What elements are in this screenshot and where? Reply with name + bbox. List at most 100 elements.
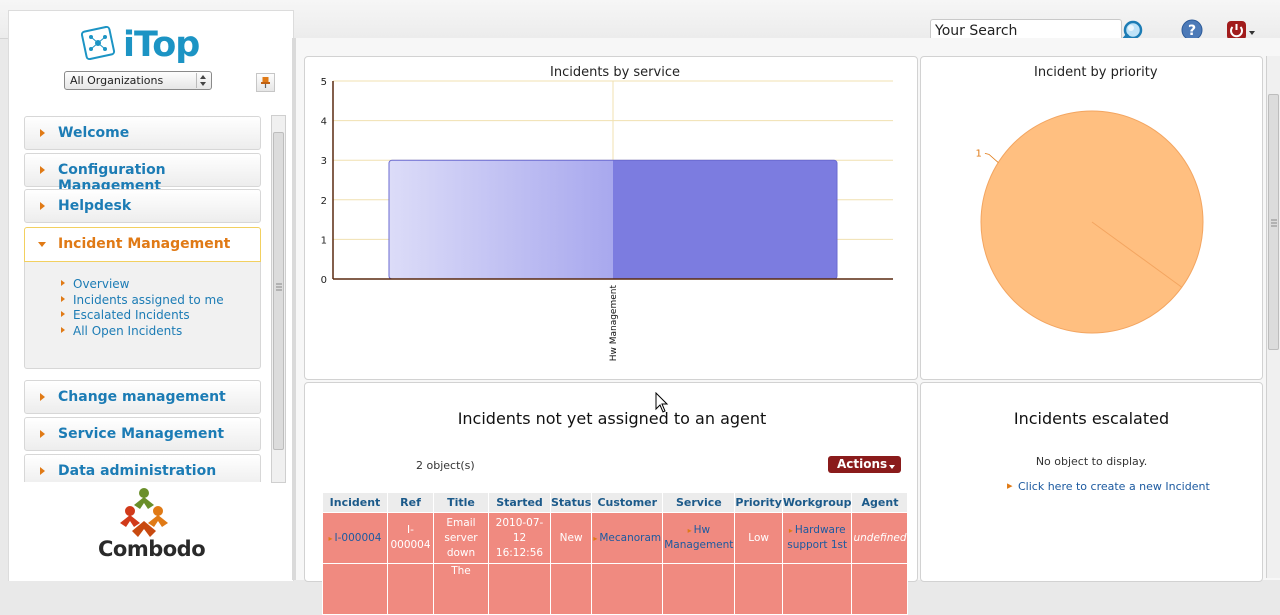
create-incident-link[interactable]: Click here to create a new Incident	[1018, 480, 1210, 493]
column-header[interactable]: Agent	[851, 492, 909, 513]
link-bullet-icon: ▸	[593, 533, 598, 543]
cell-workgroup: ▸ Hardware support 1st	[781, 512, 853, 564]
menu-arrow-down-icon	[38, 242, 46, 247]
power-icon[interactable]	[1226, 19, 1258, 43]
link-bullet-icon: ▸	[328, 533, 333, 543]
menu-configuration-management[interactable]: Configuration Management	[24, 153, 261, 194]
submenu-incidents-assigned-to-me[interactable]: Incidents assigned to me	[73, 293, 224, 307]
menu-service-management[interactable]: Service Management	[24, 417, 261, 451]
menu-arrow-icon	[40, 129, 45, 137]
dashlet-incident-by-priority: Incident by priority 1	[920, 56, 1263, 380]
link-bullet-icon: ▸	[687, 526, 692, 535]
y-tick-label: 4	[321, 117, 327, 128]
bullet-icon	[61, 311, 65, 317]
column-header[interactable]: Priority	[734, 492, 783, 513]
column-header[interactable]: Status	[549, 492, 593, 513]
column-header[interactable]: Customer	[591, 492, 664, 513]
cell-incident: ▸ I-000004	[322, 512, 388, 564]
column-header[interactable]: Ref	[387, 492, 434, 513]
dashlet-title: Incidents not yet assigned to an agent	[457, 409, 767, 428]
bullet-icon	[61, 296, 65, 302]
cell-started: 2010-07-12 16:12:56	[488, 512, 551, 564]
actions-label: Actions	[837, 457, 888, 471]
menu-change-management[interactable]: Change management	[24, 380, 261, 414]
bar-chart: 0 1 2 3 4 5 Hw Management	[321, 77, 893, 362]
column-header[interactable]: Title	[433, 492, 489, 513]
menu-incident-management[interactable]: Incident Management	[24, 227, 261, 262]
grip-icon	[276, 283, 282, 291]
cell-customer: ▸ Mecanoram	[591, 512, 664, 564]
link-bullet-icon: ▸	[788, 526, 793, 535]
combodo-logo-text: Combodo	[98, 537, 206, 561]
column-header[interactable]: Workgroup	[781, 492, 853, 513]
cell-ref: I-000004	[387, 512, 434, 564]
search-input[interactable]	[931, 20, 1117, 42]
chart-title: Incidents by service	[550, 65, 680, 80]
pie-label-leader	[984, 152, 999, 163]
pie-slice-edge	[1091, 221, 1183, 288]
dashlet-incidents-by-service: Incidents by service 0 1 2 3 4 5 Hw Management	[304, 56, 918, 380]
main-scrollbar-thumb[interactable]	[1268, 94, 1279, 350]
menu-label: Helpdesk	[58, 198, 132, 214]
updown-arrow-icon	[196, 73, 209, 88]
itop-logo-text: iTop	[123, 25, 200, 65]
svg-text:?: ?	[1188, 23, 1196, 39]
combodo-logo[interactable]: Combodo	[94, 487, 206, 572]
pin-icon[interactable]	[256, 73, 275, 92]
incident-link[interactable]: I-000004	[334, 531, 382, 544]
customer-link[interactable]: Mecanoram	[599, 531, 662, 544]
chart-title: Incident by priority	[1034, 65, 1158, 80]
y-tick-label: 1	[321, 235, 327, 246]
workgroup-link[interactable]: Hardware support 1st	[787, 524, 848, 551]
caret-down-icon	[889, 465, 895, 469]
menu-data-administration[interactable]: Data administration	[24, 454, 261, 482]
bullet-icon	[61, 327, 65, 333]
cell-priority	[734, 563, 783, 615]
menu-scrollbar-thumb[interactable]	[273, 132, 284, 450]
cell-agent: undefined	[851, 512, 909, 564]
x-tick-label: Hw Management	[609, 285, 619, 362]
submenu-escalated-incidents[interactable]: Escalated Incidents	[73, 308, 190, 322]
table-row: ▸ I-000004 I-000004 Email server down 201…	[322, 512, 909, 564]
column-header[interactable]: Service	[662, 492, 736, 513]
service-link[interactable]: Hw Management	[664, 524, 734, 551]
organization-select[interactable]: All Organizations	[64, 71, 212, 90]
cell-incident	[322, 563, 388, 615]
menu-welcome[interactable]: Welcome	[24, 116, 261, 150]
link-bullet-icon: ▸	[1007, 479, 1013, 492]
accordion-menu: Welcome Configuration Management Helpdes…	[24, 116, 264, 482]
y-tick-label: 5	[321, 77, 327, 88]
submenu-overview[interactable]: Overview	[73, 277, 130, 291]
dashlet-incidents-escalated: Incidents escalated No object to display…	[920, 382, 1263, 582]
empty-message: No object to display.	[1035, 455, 1148, 468]
cell-customer	[591, 563, 664, 615]
cell-service: ▸ Hw Management	[662, 512, 736, 564]
y-tick-label: 0	[321, 275, 327, 286]
y-tick-label: 2	[321, 196, 327, 207]
itop-logo-icon	[81, 25, 116, 61]
panel-splitter[interactable]	[292, 38, 296, 580]
menu-helpdesk[interactable]: Helpdesk	[24, 189, 261, 223]
submenu-all-open-incidents[interactable]: All Open Incidents	[73, 324, 183, 338]
itop-logo[interactable]: iTop	[81, 21, 231, 67]
menu-label: Change management	[58, 389, 226, 405]
column-header[interactable]: Incident	[322, 492, 388, 513]
main-scrollbar[interactable]	[1266, 56, 1280, 578]
bullet-icon	[61, 280, 65, 286]
cell-service	[662, 563, 736, 615]
object-count: 2 object(s)	[416, 459, 475, 472]
bar	[388, 159, 838, 280]
cell-workgroup	[781, 563, 853, 615]
table-header-row: Incident Ref Title Started Status Custom…	[322, 492, 909, 513]
menu-label: Service Management	[58, 426, 225, 442]
menu-arrow-icon	[40, 202, 45, 210]
y-tick-label: 3	[321, 156, 327, 167]
incident-submenu: Overview Incidents assigned to me Escala…	[24, 262, 261, 369]
column-header[interactable]: Started	[488, 492, 551, 513]
menu-arrow-icon	[40, 430, 45, 438]
menu-scrollbar[interactable]	[271, 115, 286, 483]
left-panel: iTop All Organizations Welcome Configura…	[8, 10, 294, 581]
cell-ref	[387, 563, 434, 615]
cell-title: Email server down	[433, 512, 489, 564]
actions-button[interactable]: Actions	[828, 456, 901, 473]
